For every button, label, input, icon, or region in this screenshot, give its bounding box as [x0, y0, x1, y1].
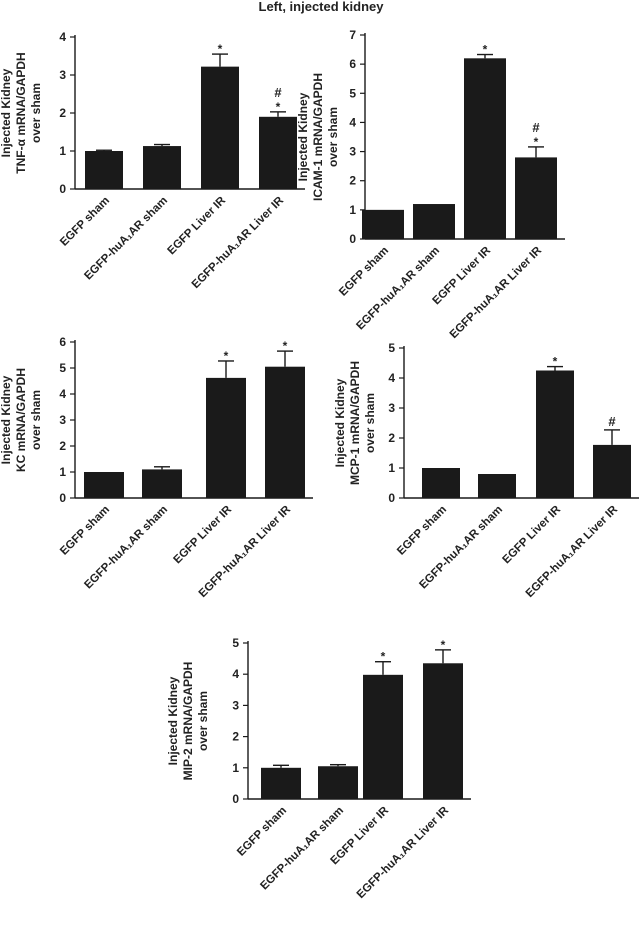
bar [259, 116, 297, 189]
category-label: EGFP sham [235, 805, 289, 859]
y-tick-label: 0 [232, 792, 239, 806]
bar [478, 474, 516, 498]
bar [464, 58, 506, 239]
y-tick-label: 0 [59, 182, 66, 196]
figure-title: Left, injected kidney [258, 0, 384, 14]
y-tick-label: 4 [59, 30, 66, 44]
bar [142, 469, 182, 498]
y-axis-title-line: ICAM-1 mRNA/GAPDH [311, 73, 325, 201]
y-tick-label: 3 [388, 401, 395, 415]
y-tick-label: 5 [388, 341, 395, 355]
bar [536, 370, 574, 498]
significance-star: * [381, 650, 386, 664]
significance-hash: # [274, 85, 282, 100]
bar [143, 146, 181, 189]
y-axis-title-line: KC mRNA/GAPDH [14, 368, 28, 472]
y-tick-label: 7 [349, 28, 356, 42]
y-axis-title-line: TNF-α mRNA/GAPDH [14, 52, 28, 173]
y-tick-label: 1 [388, 461, 395, 475]
y-axis-title-line: Injected Kidney [333, 378, 347, 467]
y-tick-label: 3 [59, 68, 66, 82]
bar [413, 204, 455, 239]
significance-star: * [534, 135, 539, 149]
significance-star: * [283, 339, 288, 353]
y-axis-title-line: Injected Kidney [0, 68, 13, 157]
y-tick-label: 2 [59, 106, 66, 120]
y-tick-label: 6 [349, 57, 356, 71]
bar [318, 766, 358, 799]
significance-star: * [441, 638, 446, 652]
y-axis-title-line: Injected Kidney [166, 676, 180, 765]
significance-star: * [553, 355, 558, 369]
y-tick-label: 6 [59, 335, 66, 349]
bar [265, 366, 305, 498]
y-tick-label: 2 [232, 730, 239, 744]
bar [206, 377, 246, 498]
y-axis-title-line: over sham [29, 390, 43, 450]
significance-hash: # [608, 414, 616, 429]
bar [261, 767, 301, 799]
bar [515, 157, 557, 239]
y-axis-title-line: MIP-2 mRNA/GAPDH [181, 662, 195, 781]
y-tick-label: 1 [59, 144, 66, 158]
y-tick-label: 4 [232, 667, 239, 681]
y-tick-label: 0 [349, 232, 356, 246]
significance-hash: # [532, 120, 540, 135]
y-tick-label: 4 [349, 115, 356, 129]
y-tick-label: 1 [349, 203, 356, 217]
y-tick-label: 2 [388, 431, 395, 445]
bar [593, 444, 631, 498]
y-axis-title-line: over sham [363, 393, 377, 453]
y-tick-label: 5 [232, 636, 239, 650]
bar [201, 66, 239, 189]
y-tick-label: 2 [59, 439, 66, 453]
y-tick-label: 0 [388, 491, 395, 505]
y-tick-label: 3 [349, 145, 356, 159]
y-axis-title-line: over sham [196, 691, 210, 751]
bar [422, 468, 460, 498]
bar [423, 663, 463, 799]
significance-star: * [483, 43, 488, 57]
bar [85, 151, 123, 189]
bar [84, 472, 124, 498]
significance-star: * [218, 42, 223, 56]
y-axis-title-line: Injected Kidney [0, 375, 13, 464]
y-tick-label: 1 [232, 761, 239, 775]
y-tick-label: 3 [232, 698, 239, 712]
y-axis-title-line: over sham [326, 107, 340, 167]
bar [363, 674, 403, 799]
y-tick-label: 5 [59, 361, 66, 375]
y-axis-title-line: over sham [29, 83, 43, 143]
y-axis-title-line: MCP-1 mRNA/GAPDH [348, 361, 362, 485]
y-tick-label: 0 [59, 491, 66, 505]
y-tick-label: 3 [59, 413, 66, 427]
significance-star: * [224, 349, 229, 363]
y-axis-title-line: Injected Kidney [296, 92, 310, 181]
y-tick-label: 4 [388, 371, 395, 385]
y-tick-label: 5 [349, 86, 356, 100]
bar [362, 209, 404, 239]
y-tick-label: 4 [59, 387, 66, 401]
y-tick-label: 1 [59, 465, 66, 479]
significance-star: * [276, 100, 281, 114]
y-tick-label: 2 [349, 174, 356, 188]
